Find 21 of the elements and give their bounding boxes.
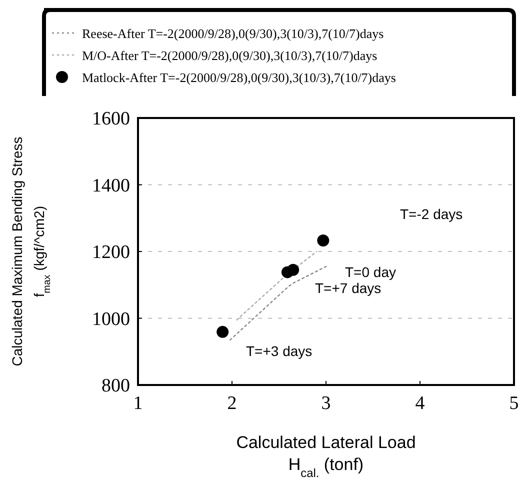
x-axis-title: Calculated Lateral Load H$_{cal.}$ (tonf) [236, 433, 416, 480]
point [317, 234, 330, 246]
legend-label: Reese-After T=-2(2000/9/28),0(9/30),3(10/3),7(10/7)days [82, 26, 384, 41]
y-tick-label: 1200 [92, 242, 130, 264]
annotation: T=-2 days [400, 206, 463, 222]
y-tick-label: 1400 [92, 175, 130, 196]
y-tick-label: 800 [102, 376, 130, 397]
point [216, 326, 229, 338]
y-tick-label: 1600 [92, 108, 130, 130]
annotation: T=0 day [345, 264, 396, 280]
x-tick-label: 2 [227, 393, 237, 414]
x-tick-label: 1 [133, 393, 143, 414]
legend-label: Matlock-After T=-2(2000/9/28),0(9/30),3(10/3),7(10/7)days [82, 70, 396, 85]
point [281, 266, 294, 278]
x-tick-label: 5 [509, 393, 519, 414]
x-tick-label: 3 [321, 393, 331, 414]
annotation: T=+7 days [315, 280, 382, 296]
x-tick-label: 4 [415, 393, 426, 414]
y-tick-label: 1000 [92, 308, 130, 330]
legend-label: M/O-After T=-2(2000/9/28),0(9/30),3(10/3),7(10/7)days [82, 48, 378, 63]
annotation: T=+3 days [246, 342, 312, 359]
